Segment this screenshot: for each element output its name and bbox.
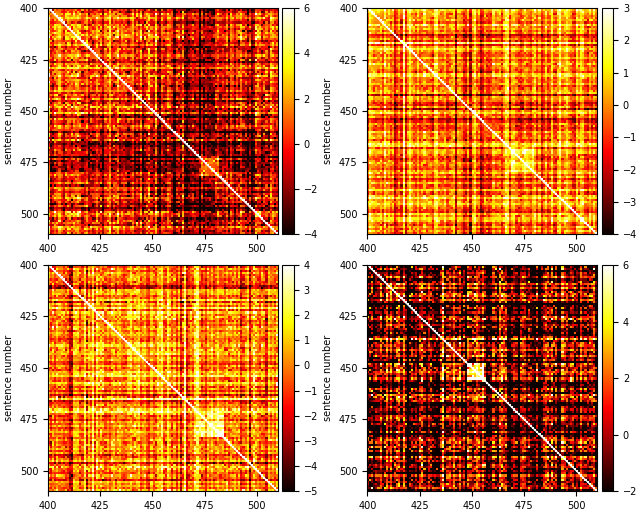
Y-axis label: sentence number: sentence number [323, 335, 333, 421]
Y-axis label: sentence number: sentence number [323, 78, 333, 164]
Y-axis label: sentence number: sentence number [4, 335, 14, 421]
Y-axis label: sentence number: sentence number [4, 78, 14, 164]
